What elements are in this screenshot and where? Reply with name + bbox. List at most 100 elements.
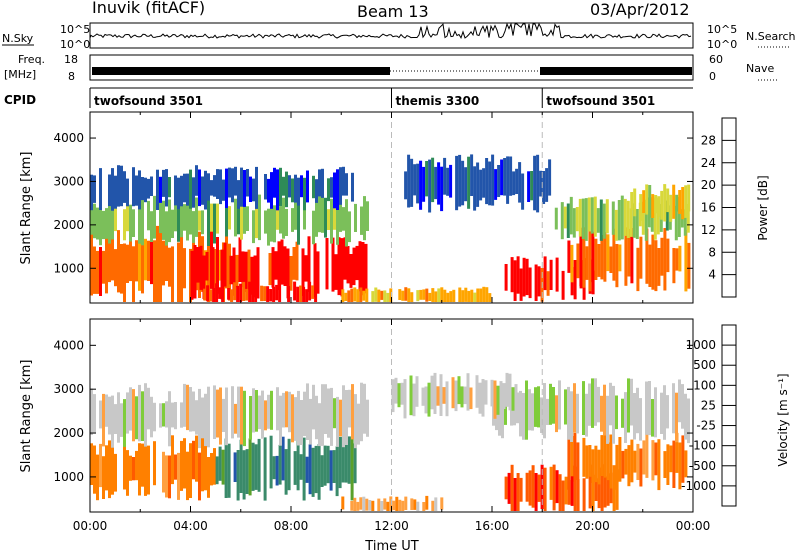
heatmap-cell-strip <box>591 449 595 483</box>
nsearch-ytick-bottom: 10^0 <box>707 38 737 51</box>
heatmap-cell-strip <box>271 247 275 288</box>
heatmap-cell-strip <box>272 456 276 480</box>
heatmap-cell-strip <box>292 247 296 280</box>
heatmap-cell-strip <box>473 166 477 211</box>
heatmap-cell-strip <box>415 376 419 407</box>
heatmap-cell-strip <box>123 243 126 302</box>
heatmap-cell-strip <box>253 255 257 298</box>
heatmap-cell-strip <box>507 472 511 504</box>
heatmap-cell-strip <box>269 289 273 302</box>
heatmap-cell-strip <box>90 198 93 235</box>
heatmap-cell-strip <box>570 244 574 283</box>
colorbar-tick-label: 16 <box>701 201 716 215</box>
heatmap-cell-strip <box>451 377 455 409</box>
station-title: Inuvik (fitACF) <box>92 0 205 17</box>
ytick-label: 3000 <box>53 174 84 188</box>
heatmap-cell-strip <box>241 251 245 288</box>
colorbar-tick-label: 100 <box>693 378 716 392</box>
heatmap-cell-strip <box>603 476 607 508</box>
heatmap-cell-strip <box>339 167 342 205</box>
heatmap-cell-strip <box>473 292 477 302</box>
heatmap-cell-strip <box>276 387 279 431</box>
heatmap-cell-strip <box>460 386 464 408</box>
heatmap-cell-strip <box>279 206 282 234</box>
heatmap-cell-strip <box>190 250 194 300</box>
heatmap-cell-strip <box>493 380 497 419</box>
heatmap-cell-strip <box>366 399 369 437</box>
heatmap-cell-strip <box>615 395 618 430</box>
heatmap-cell-strip <box>135 240 138 282</box>
heatmap-cell-strip <box>657 439 661 491</box>
heatmap-cell-strip <box>363 383 366 434</box>
cpid-segment-label: twofsound 3501 <box>546 94 655 108</box>
heatmap-cell-strip <box>458 287 462 302</box>
heatmap-cell-strip <box>564 389 567 425</box>
heatmap-cell-strip <box>111 202 114 240</box>
heatmap-cell-strip <box>522 257 526 297</box>
heatmap-cell-strip <box>540 397 543 433</box>
heatmap-cell-strip <box>543 256 547 291</box>
heatmap-cell-strip <box>496 385 500 415</box>
heatmap-cell-strip <box>642 190 646 213</box>
heatmap-cell-strip <box>237 207 240 235</box>
heatmap-cell-strip <box>513 260 517 301</box>
heatmap-cell-strip <box>567 240 571 273</box>
heatmap-cell-strip <box>602 203 606 239</box>
heatmap-cell-strip <box>599 199 603 241</box>
heatmap-cell-strip <box>247 249 251 290</box>
heatmap-cell-strip <box>258 395 261 430</box>
heatmap-cell-strip <box>665 200 669 231</box>
heatmap-cell-strip <box>242 450 246 500</box>
heatmap-cell-strip <box>510 257 514 293</box>
velocity-panel: 1000 2000 3000 4000 Slant Range [km] 1000 50… <box>19 318 790 513</box>
heatmap-cell-strip <box>380 501 384 511</box>
heatmap-cell-strip <box>446 292 450 302</box>
heatmap-cell-strip <box>324 384 327 434</box>
heatmap-cell-strip <box>90 443 93 485</box>
heatmap-cell-strip <box>189 443 192 498</box>
heatmap-cell-strip <box>306 170 309 203</box>
heatmap-cell-strip <box>174 175 177 206</box>
heatmap-cell-strip <box>264 210 267 234</box>
nsearch-label: N.Search <box>746 30 796 43</box>
heatmap-cell-strip <box>413 499 417 510</box>
heatmap-cell-strip <box>428 159 432 213</box>
heatmap-cell-strip <box>240 203 243 240</box>
heatmap-cell-strip <box>254 289 258 302</box>
heatmap-cell-strip <box>309 398 312 445</box>
cpid-segments: twofsound 3501 themis 3300 twofsound 3501 <box>89 88 655 108</box>
heatmap-cell-strip <box>159 176 162 203</box>
heatmap-cell-strip <box>206 285 210 302</box>
heatmap-cell-strip <box>651 440 655 481</box>
heatmap-cell-strip <box>231 168 234 203</box>
heatmap-cell-strip <box>186 451 189 501</box>
heatmap-cell-strip <box>389 288 393 302</box>
heatmap-cell-strip <box>475 375 479 408</box>
heatmap-cell-strip <box>210 203 213 232</box>
heatmap-cell-strip <box>488 293 492 302</box>
heatmap-cell-strip <box>326 445 330 484</box>
heatmap-cell-strip <box>180 440 183 491</box>
heatmap-cell-strip <box>519 268 523 301</box>
heatmap-cell-strip <box>618 437 622 482</box>
heatmap-cell-strip <box>189 200 192 235</box>
heatmap-cell-strip <box>609 434 613 489</box>
heatmap-cell-strip <box>212 288 216 302</box>
heatmap-cell-strip <box>177 177 180 210</box>
heatmap-cell-strip <box>249 396 252 440</box>
heatmap-cell-strip <box>434 166 438 200</box>
heatmap-cell-strip <box>198 388 201 449</box>
heatmap-cell-strip <box>467 290 471 302</box>
heatmap-cell-strip <box>215 283 219 302</box>
heatmap-cell-strip <box>537 474 541 502</box>
heatmap-cell-strip <box>481 379 485 417</box>
heatmap-cell-strip <box>238 237 242 282</box>
heatmap-cell-strip <box>314 445 318 494</box>
heatmap-cell-strip <box>412 383 416 417</box>
heatmap-cell-strip <box>280 239 284 285</box>
heatmap-cell-strip <box>440 287 444 302</box>
heatmap-cell-strip <box>503 158 507 196</box>
heatmap-cell-strip <box>401 290 405 301</box>
heatmap-cell-strip <box>678 442 682 490</box>
heatmap-cell-strip <box>377 289 381 302</box>
